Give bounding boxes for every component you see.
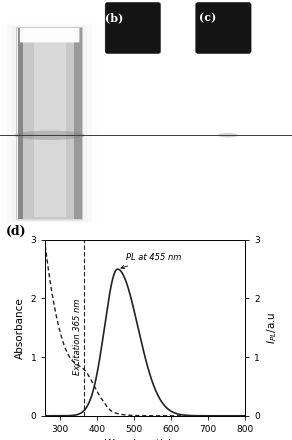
Text: (b): (b)	[105, 12, 123, 23]
Text: Excitation 365 nm: Excitation 365 nm	[72, 298, 81, 375]
FancyBboxPatch shape	[1, 23, 98, 224]
FancyBboxPatch shape	[20, 28, 79, 42]
FancyBboxPatch shape	[7, 25, 92, 223]
Ellipse shape	[218, 133, 238, 138]
Text: (c): (c)	[199, 12, 216, 23]
FancyBboxPatch shape	[105, 2, 161, 54]
Y-axis label: $I_{PL}$/a.u: $I_{PL}$/a.u	[266, 312, 279, 344]
Text: (d): (d)	[6, 225, 27, 238]
FancyBboxPatch shape	[74, 28, 82, 219]
FancyBboxPatch shape	[196, 2, 251, 54]
FancyBboxPatch shape	[18, 28, 25, 219]
FancyBboxPatch shape	[34, 30, 66, 217]
Text: PL at 455 nm: PL at 455 nm	[121, 253, 181, 269]
FancyBboxPatch shape	[23, 28, 77, 219]
Text: (a): (a)	[6, 12, 23, 23]
Ellipse shape	[14, 131, 85, 140]
Y-axis label: Absorbance: Absorbance	[15, 297, 25, 359]
FancyBboxPatch shape	[12, 26, 88, 221]
